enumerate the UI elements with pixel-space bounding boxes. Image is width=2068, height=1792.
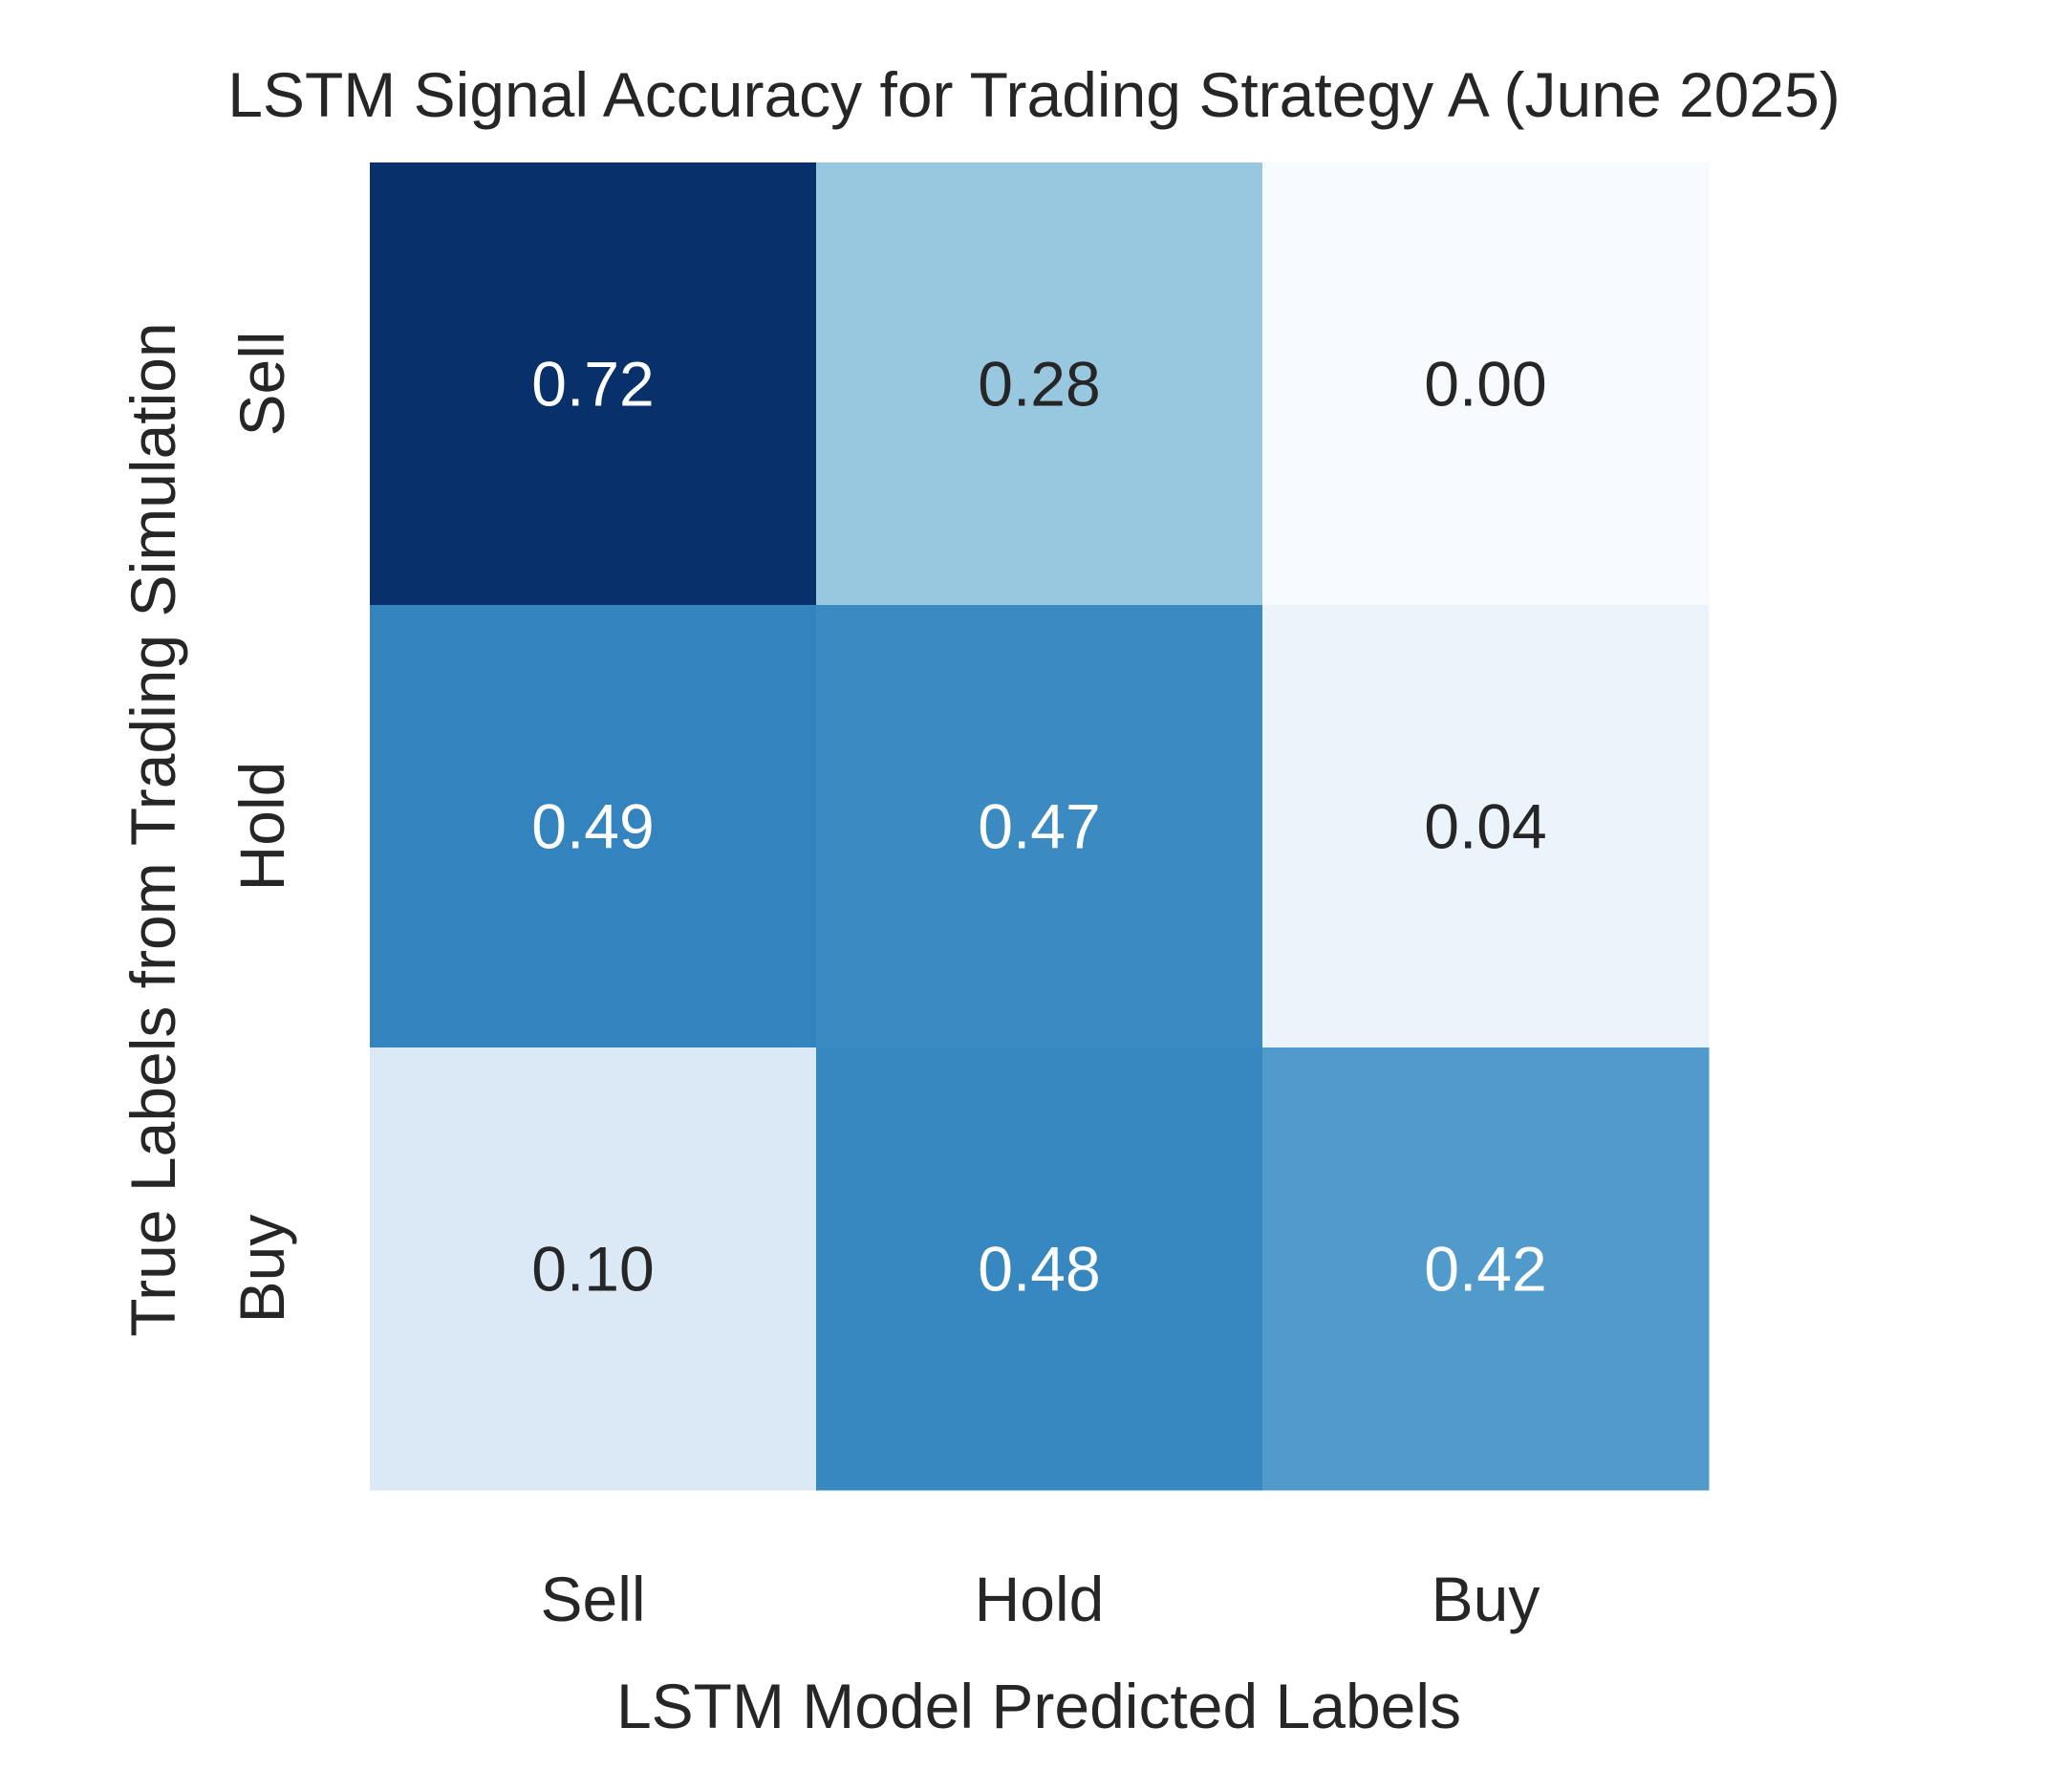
x-tick-label: Buy	[1432, 1564, 1540, 1634]
heatmap-cell	[816, 162, 1263, 606]
x-tick-labels: Sell Hold Buy	[540, 1564, 1540, 1634]
x-tick-label: Hold	[975, 1564, 1105, 1634]
cell-value-label: 0.00	[1424, 349, 1546, 420]
cell-value-label: 0.04	[1424, 791, 1546, 862]
heatmap-cells	[370, 162, 1710, 1491]
chart-title: LSTM Signal Accuracy for Trading Strateg…	[227, 59, 1841, 130]
heatmap-cell	[1262, 162, 1710, 606]
y-axis-label: True Labels from Trading Simulation	[118, 322, 188, 1336]
y-tick-label: Buy	[226, 1215, 297, 1324]
cell-value-label: 0.72	[531, 349, 654, 420]
cell-value-label: 0.49	[531, 791, 654, 862]
heatmap-cell	[370, 1047, 817, 1491]
heatmap-cell	[1262, 605, 1710, 1048]
heatmap-cell	[370, 162, 817, 606]
heatmap-cell	[816, 605, 1263, 1048]
heatmap-cell	[1262, 1047, 1710, 1491]
heatmap-cell	[816, 1047, 1263, 1491]
cell-value-label: 0.48	[978, 1234, 1100, 1305]
x-axis-label: LSTM Model Predicted Labels	[616, 1671, 1461, 1741]
x-tick-label: Sell	[540, 1564, 645, 1634]
cell-value-label: 0.10	[531, 1234, 654, 1305]
y-tick-label: Sell	[226, 331, 297, 436]
heatmap-value-labels: 0.72 0.28 0.00 0.49 0.47 0.04 0.10 0.48 0.42	[531, 349, 1546, 1305]
heatmap-cell	[370, 605, 817, 1048]
y-tick-labels: Sell Hold Buy	[226, 331, 297, 1323]
cell-value-label: 0.28	[978, 349, 1100, 420]
cell-value-label: 0.42	[1424, 1234, 1546, 1305]
y-tick-label: Hold	[226, 762, 297, 892]
cell-value-label: 0.47	[978, 791, 1100, 862]
